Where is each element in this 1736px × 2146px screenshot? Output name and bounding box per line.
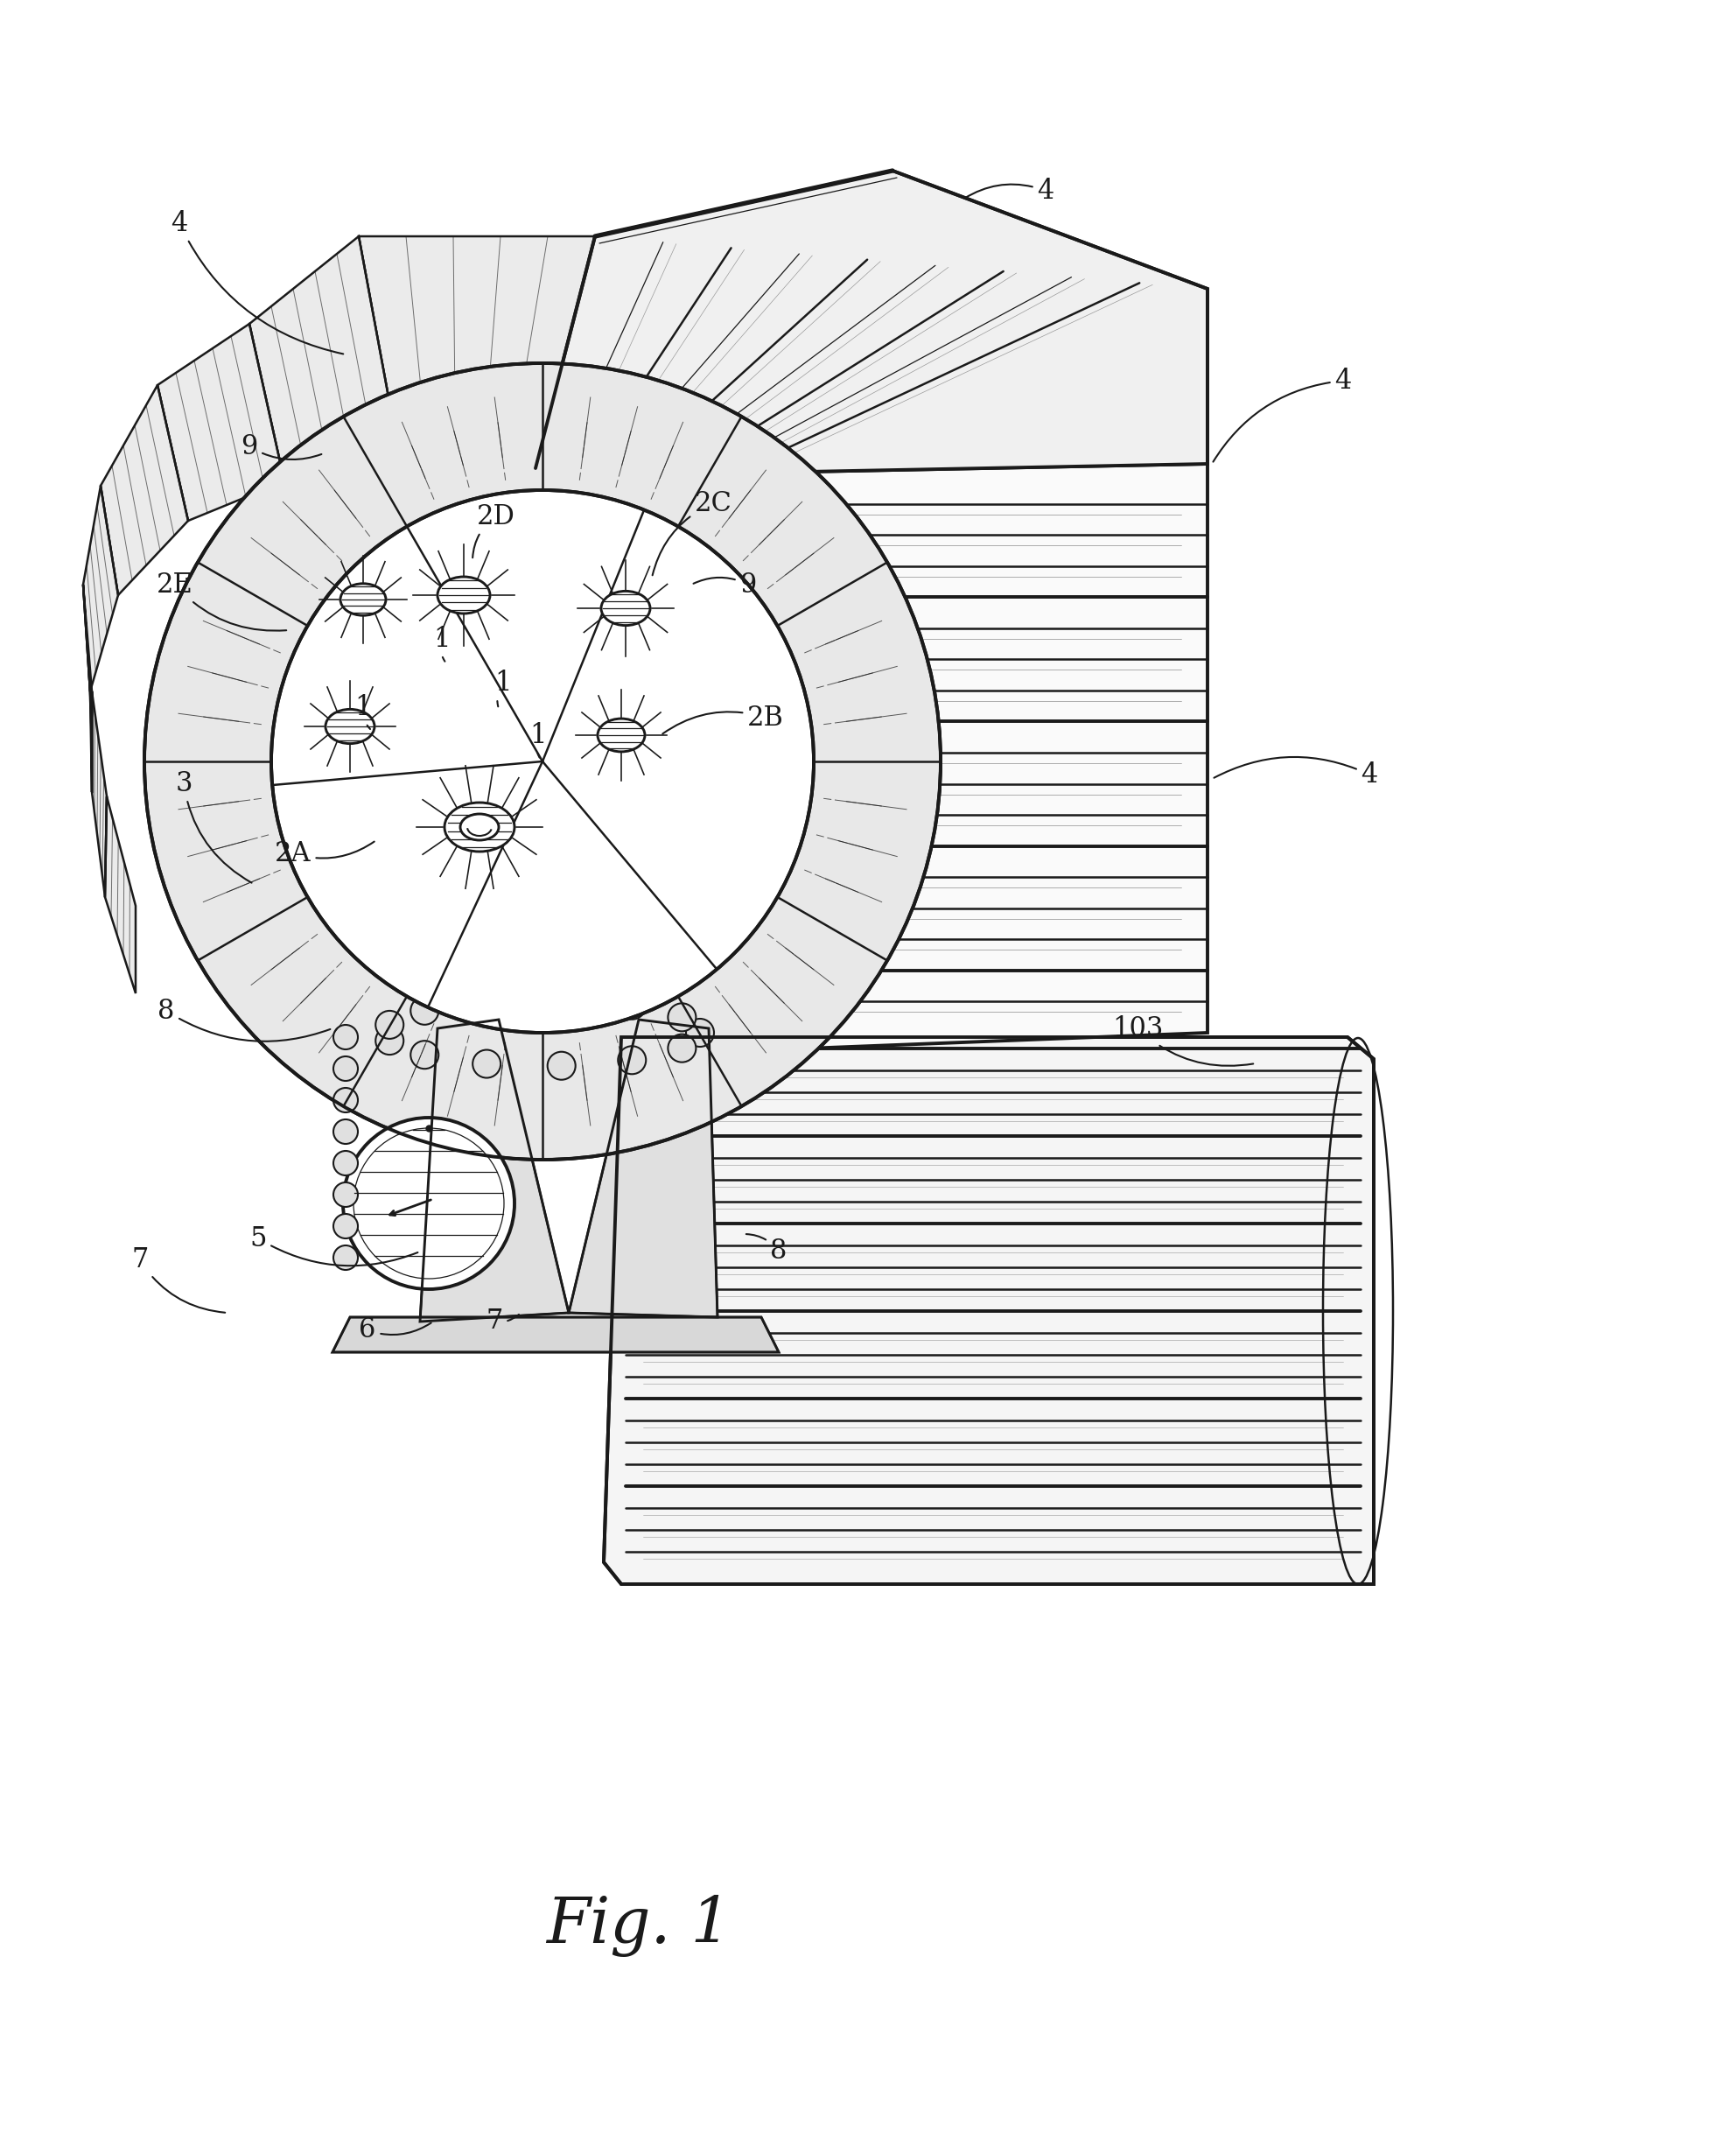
Ellipse shape xyxy=(444,803,514,852)
Circle shape xyxy=(411,1041,439,1069)
Polygon shape xyxy=(158,324,285,521)
Polygon shape xyxy=(104,796,135,994)
Text: 8: 8 xyxy=(746,1234,786,1266)
Text: 5: 5 xyxy=(250,1225,418,1266)
Text: 4: 4 xyxy=(965,178,1054,204)
Polygon shape xyxy=(83,485,118,691)
Circle shape xyxy=(668,1004,696,1032)
Ellipse shape xyxy=(326,710,375,743)
Polygon shape xyxy=(569,1019,717,1318)
Circle shape xyxy=(411,996,439,1024)
Text: 7: 7 xyxy=(132,1247,226,1313)
Ellipse shape xyxy=(460,813,498,841)
Circle shape xyxy=(333,1056,358,1082)
Text: 103: 103 xyxy=(1113,1015,1253,1067)
Polygon shape xyxy=(83,584,92,792)
Text: 3: 3 xyxy=(175,770,252,882)
Polygon shape xyxy=(535,172,1208,472)
Text: 2C: 2C xyxy=(653,489,733,575)
Text: 4: 4 xyxy=(170,210,344,354)
Polygon shape xyxy=(333,1318,779,1352)
Circle shape xyxy=(344,1118,514,1290)
Text: 4: 4 xyxy=(1213,758,1378,788)
Text: 2B: 2B xyxy=(663,704,785,734)
Text: 1: 1 xyxy=(434,624,450,661)
Circle shape xyxy=(333,1245,358,1270)
Circle shape xyxy=(618,991,646,1019)
Polygon shape xyxy=(250,236,403,481)
Polygon shape xyxy=(359,236,595,472)
Text: 1: 1 xyxy=(529,721,547,758)
Circle shape xyxy=(618,1045,646,1075)
Circle shape xyxy=(547,1052,576,1079)
Text: 7: 7 xyxy=(486,1309,519,1335)
Text: 2E: 2E xyxy=(156,571,286,631)
Ellipse shape xyxy=(437,577,490,614)
Polygon shape xyxy=(420,1019,569,1322)
Text: 9: 9 xyxy=(241,433,321,459)
Text: 4: 4 xyxy=(1213,367,1352,461)
Text: 6: 6 xyxy=(359,1318,431,1343)
Circle shape xyxy=(333,1150,358,1176)
Ellipse shape xyxy=(601,590,649,624)
Circle shape xyxy=(547,985,576,1013)
Circle shape xyxy=(472,1049,500,1077)
Circle shape xyxy=(271,489,814,1032)
Text: 2A: 2A xyxy=(274,839,375,867)
Text: 1: 1 xyxy=(495,670,512,706)
Circle shape xyxy=(333,1088,358,1112)
Circle shape xyxy=(333,1182,358,1206)
Text: 8: 8 xyxy=(158,998,330,1041)
Text: 9: 9 xyxy=(693,571,757,599)
Circle shape xyxy=(472,987,500,1015)
Circle shape xyxy=(333,1120,358,1144)
Circle shape xyxy=(375,1026,403,1054)
Text: 2D: 2D xyxy=(472,502,516,558)
Ellipse shape xyxy=(340,584,385,616)
Text: Fig. 1: Fig. 1 xyxy=(547,1895,731,1957)
Polygon shape xyxy=(92,691,106,897)
Polygon shape xyxy=(762,464,1208,1049)
Circle shape xyxy=(668,1034,696,1062)
Circle shape xyxy=(333,1215,358,1238)
Circle shape xyxy=(686,1019,713,1047)
Polygon shape xyxy=(604,1037,1373,1584)
Circle shape xyxy=(144,363,941,1159)
Circle shape xyxy=(333,1026,358,1049)
Polygon shape xyxy=(101,384,187,594)
Ellipse shape xyxy=(597,719,644,751)
Circle shape xyxy=(375,1011,403,1039)
Text: 1: 1 xyxy=(354,693,372,730)
